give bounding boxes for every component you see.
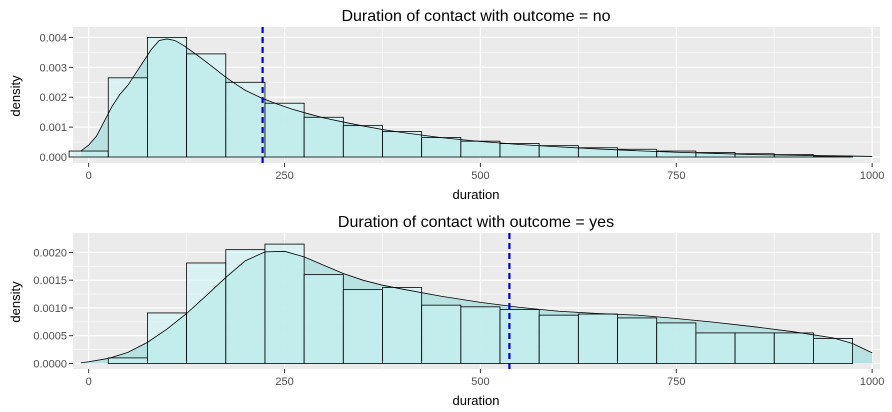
histogram-bar <box>813 338 853 364</box>
histogram-bar <box>538 314 579 364</box>
histogram-bar <box>342 125 383 158</box>
histogram-bar <box>342 289 383 364</box>
histogram-bar <box>186 262 227 364</box>
histogram-bar <box>264 243 305 364</box>
x-tick-label: 750 <box>667 376 685 388</box>
histogram-bar <box>107 77 148 158</box>
panel-title-no: Duration of contact with outcome = no <box>341 8 610 25</box>
x-tick-label: 0 <box>86 170 92 182</box>
y-tick-label: 0.0005 <box>33 331 67 343</box>
y-axis-label-no: density <box>8 75 23 117</box>
histogram-bar <box>303 274 344 364</box>
histogram-bar <box>186 53 227 158</box>
x-tick-label: 1000 <box>860 376 884 388</box>
histogram-bar <box>303 116 344 158</box>
y-tick-label: 0.003 <box>39 62 67 74</box>
y-tick-label: 0.002 <box>39 92 67 104</box>
panel-title-yes: Duration of contact with outcome = yes <box>338 214 614 231</box>
histogram-bar <box>225 249 266 364</box>
histogram-bar <box>577 313 618 364</box>
histogram-bar <box>617 317 658 364</box>
histogram-bar <box>421 304 462 364</box>
x-tick-label: 1000 <box>860 170 884 182</box>
x-tick-label: 500 <box>471 170 489 182</box>
histogram-bar <box>382 286 423 364</box>
histogram-bar <box>225 81 266 158</box>
histogram-bar <box>460 306 501 364</box>
histogram-bar <box>695 332 736 364</box>
histogram-bar <box>382 131 423 158</box>
x-tick-label: 0 <box>86 376 92 388</box>
y-tick-label: 0.000 <box>39 152 67 164</box>
histogram-bar <box>107 357 148 364</box>
x-axis-label-no: duration <box>453 187 500 202</box>
histogram-bar <box>734 332 775 364</box>
x-tick-label: 750 <box>667 170 685 182</box>
histogram-bar <box>499 309 540 364</box>
x-tick-label: 250 <box>275 170 293 182</box>
panel-outcome-yes: Duration of contact with outcome = yes d… <box>8 214 884 408</box>
y-tick-label: 0.004 <box>39 32 67 44</box>
x-axis-label-yes: duration <box>453 393 500 408</box>
histogram-bar <box>147 37 188 158</box>
y-tick-label: 0.0010 <box>33 303 67 315</box>
x-tick-label: 500 <box>471 376 489 388</box>
histogram-bar <box>264 102 305 158</box>
y-tick-label: 0.0015 <box>33 275 67 287</box>
y-tick-label: 0.0020 <box>33 247 67 259</box>
y-tick-label: 0.0000 <box>33 358 67 370</box>
histogram-bar <box>68 150 109 158</box>
histogram-bar <box>421 137 462 158</box>
histogram-bar <box>773 332 814 364</box>
density-curve-no <box>80 38 873 157</box>
histogram-bar <box>460 140 501 158</box>
density-curve-yes <box>80 250 873 364</box>
histogram-bar <box>656 322 697 364</box>
panel-outcome-no: Duration of contact with outcome = no du… <box>8 8 884 202</box>
y-tick-label: 0.001 <box>39 122 67 134</box>
y-axis-label-yes: density <box>8 281 23 323</box>
x-tick-label: 250 <box>275 376 293 388</box>
